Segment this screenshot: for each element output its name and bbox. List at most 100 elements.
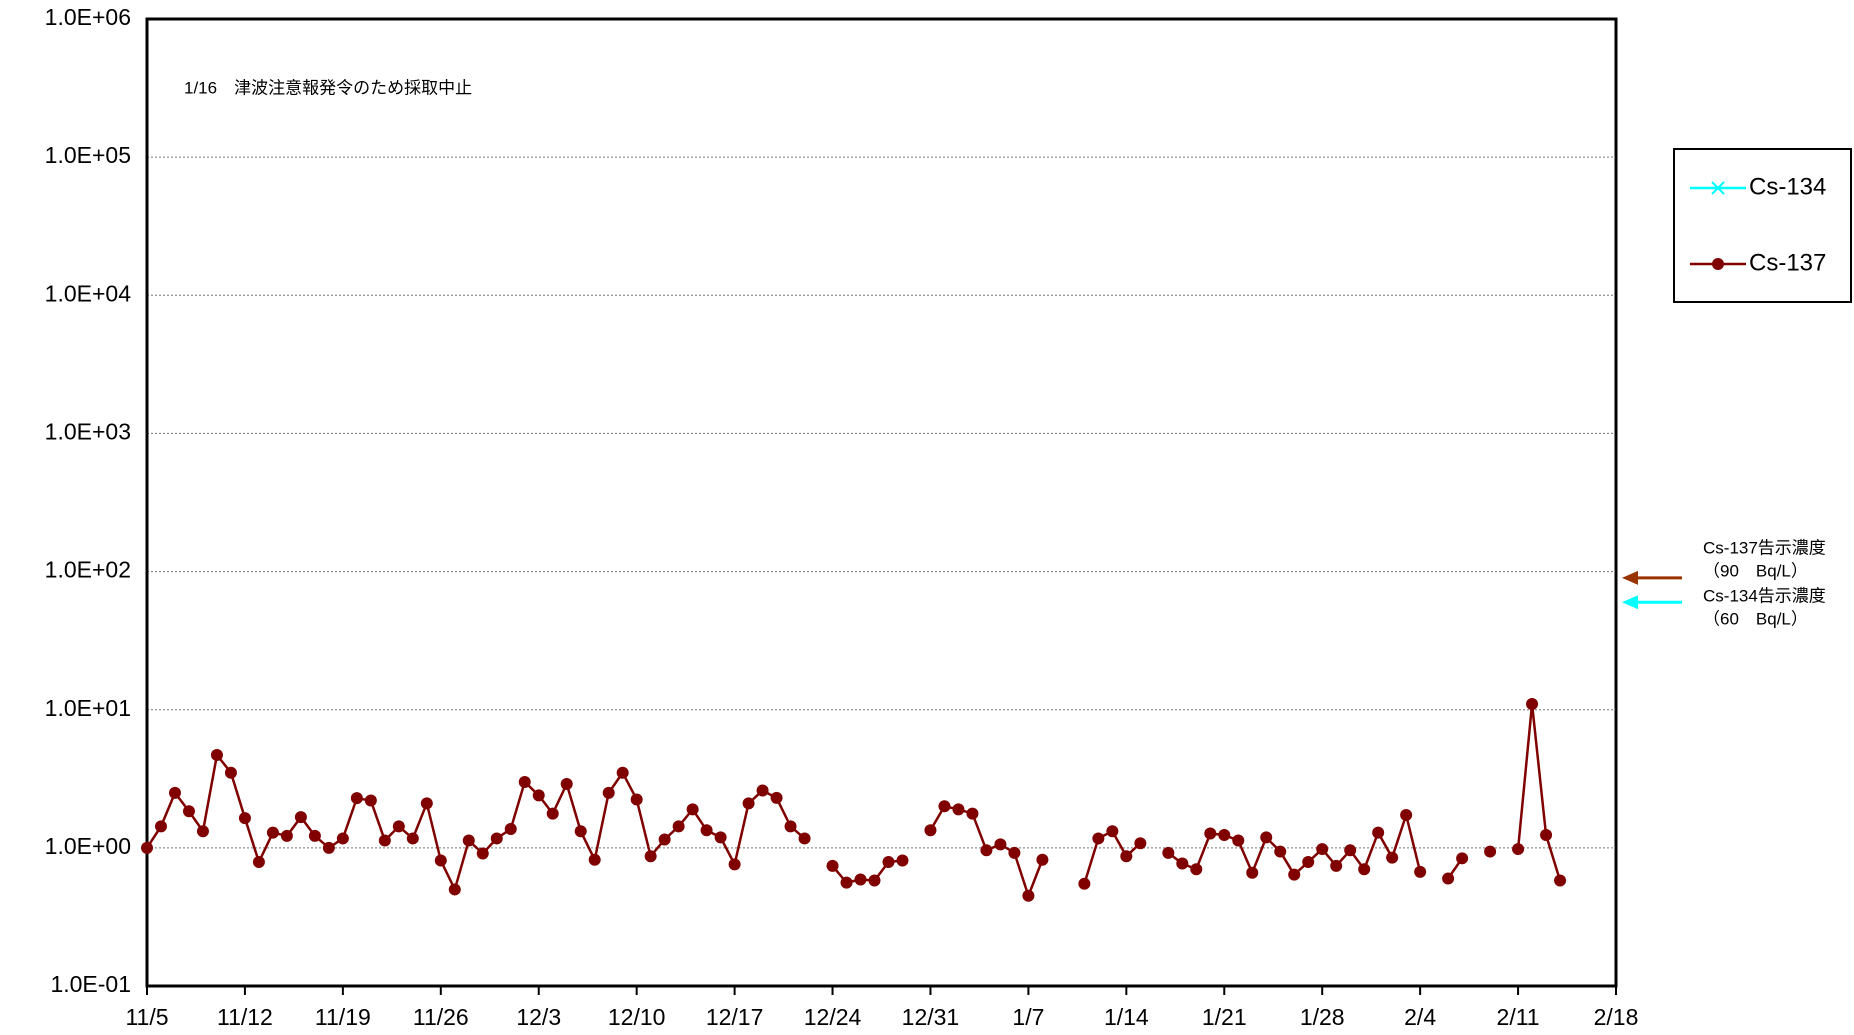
point [1358,863,1371,876]
point [1372,826,1385,839]
x-tick-label: 11/19 [315,1004,371,1030]
point [141,841,153,854]
point [392,820,405,833]
x-tick-label: 11/5 [125,1004,168,1030]
x-tick-label: 12/17 [706,1004,764,1030]
point [966,807,979,820]
point [322,841,335,854]
x-tick-label: 12/3 [516,1004,561,1030]
point [224,766,237,779]
point [630,793,643,806]
point [714,831,727,844]
y-tick-label: 1.0E+01 [45,695,131,721]
point [994,838,1007,851]
point [882,855,895,868]
point [616,766,629,779]
point [1554,874,1567,887]
limit-label: Cs-134告示濃度 [1703,586,1826,605]
point [672,820,685,833]
x-tick-label: 12/31 [902,1004,960,1030]
x-tick-label: 1/14 [1104,1004,1149,1030]
legend-marker [1711,181,1725,195]
point [728,858,741,871]
point [336,832,349,845]
point [308,829,321,842]
point [154,820,167,833]
point [476,847,489,860]
point [1176,857,1189,870]
point [448,883,461,896]
point [1316,843,1329,856]
point [350,792,363,805]
point [1022,889,1035,902]
limit-label: Cs-137告示濃度 [1703,538,1826,557]
point [1036,853,1049,866]
x-tick-label: 11/12 [217,1004,273,1030]
point [1526,697,1539,710]
point [364,794,377,807]
point [196,825,209,838]
point [840,876,853,889]
x-tick-label: 12/24 [804,1004,862,1030]
limit-arrow-head [1622,595,1638,610]
point [1120,850,1133,863]
annotation: 1/16 津波注意報発令のため採取中止 [184,78,472,97]
point [546,807,559,820]
point [1274,845,1287,858]
point [420,797,433,810]
point [434,854,447,867]
point [798,832,811,845]
point [854,873,867,886]
point [602,786,615,799]
point [280,829,293,842]
y-tick-label: 1.0E-01 [50,971,131,997]
limit-label: （90 Bq/L） [1703,561,1808,580]
point [1246,866,1259,879]
y-tick-label: 1.0E+03 [45,419,131,445]
point [1414,865,1427,878]
point [210,749,223,762]
point [1162,846,1175,859]
point [560,777,573,790]
point [252,855,265,868]
limit-arrow-head [1622,570,1638,585]
point [742,797,755,810]
y-tick-label: 1.0E+00 [45,833,131,859]
limit-label: （60 Bq/L） [1703,609,1808,628]
point [490,832,503,845]
series-line [1167,810,1422,877]
point [1078,877,1091,890]
legend-box [1673,148,1852,303]
point [1386,851,1399,864]
point [1134,837,1147,850]
point [294,811,307,824]
point [574,825,587,838]
point [700,824,713,837]
point [1456,852,1469,865]
x-tick-label: 1/7 [1012,1004,1044,1030]
point [1512,843,1525,856]
point [826,859,839,872]
legend-marker [1712,258,1724,270]
y-tick-label: 1.0E+05 [45,142,131,168]
x-tick-label: 2/18 [1594,1004,1639,1030]
point [168,786,181,799]
point [1218,828,1231,841]
point [658,833,671,846]
point [980,844,993,857]
point [784,820,797,833]
point [1204,827,1217,840]
y-tick-label: 1.0E+04 [45,280,132,306]
point [896,854,909,867]
point [686,803,699,816]
point [1008,846,1021,859]
point [924,824,937,837]
x-tick-label: 12/10 [608,1004,666,1030]
point [644,850,657,863]
legend-label: Cs-134 [1749,173,1826,200]
point [238,812,251,825]
point [1540,828,1553,841]
point [1288,868,1301,881]
point [1344,844,1357,857]
point [406,832,419,845]
